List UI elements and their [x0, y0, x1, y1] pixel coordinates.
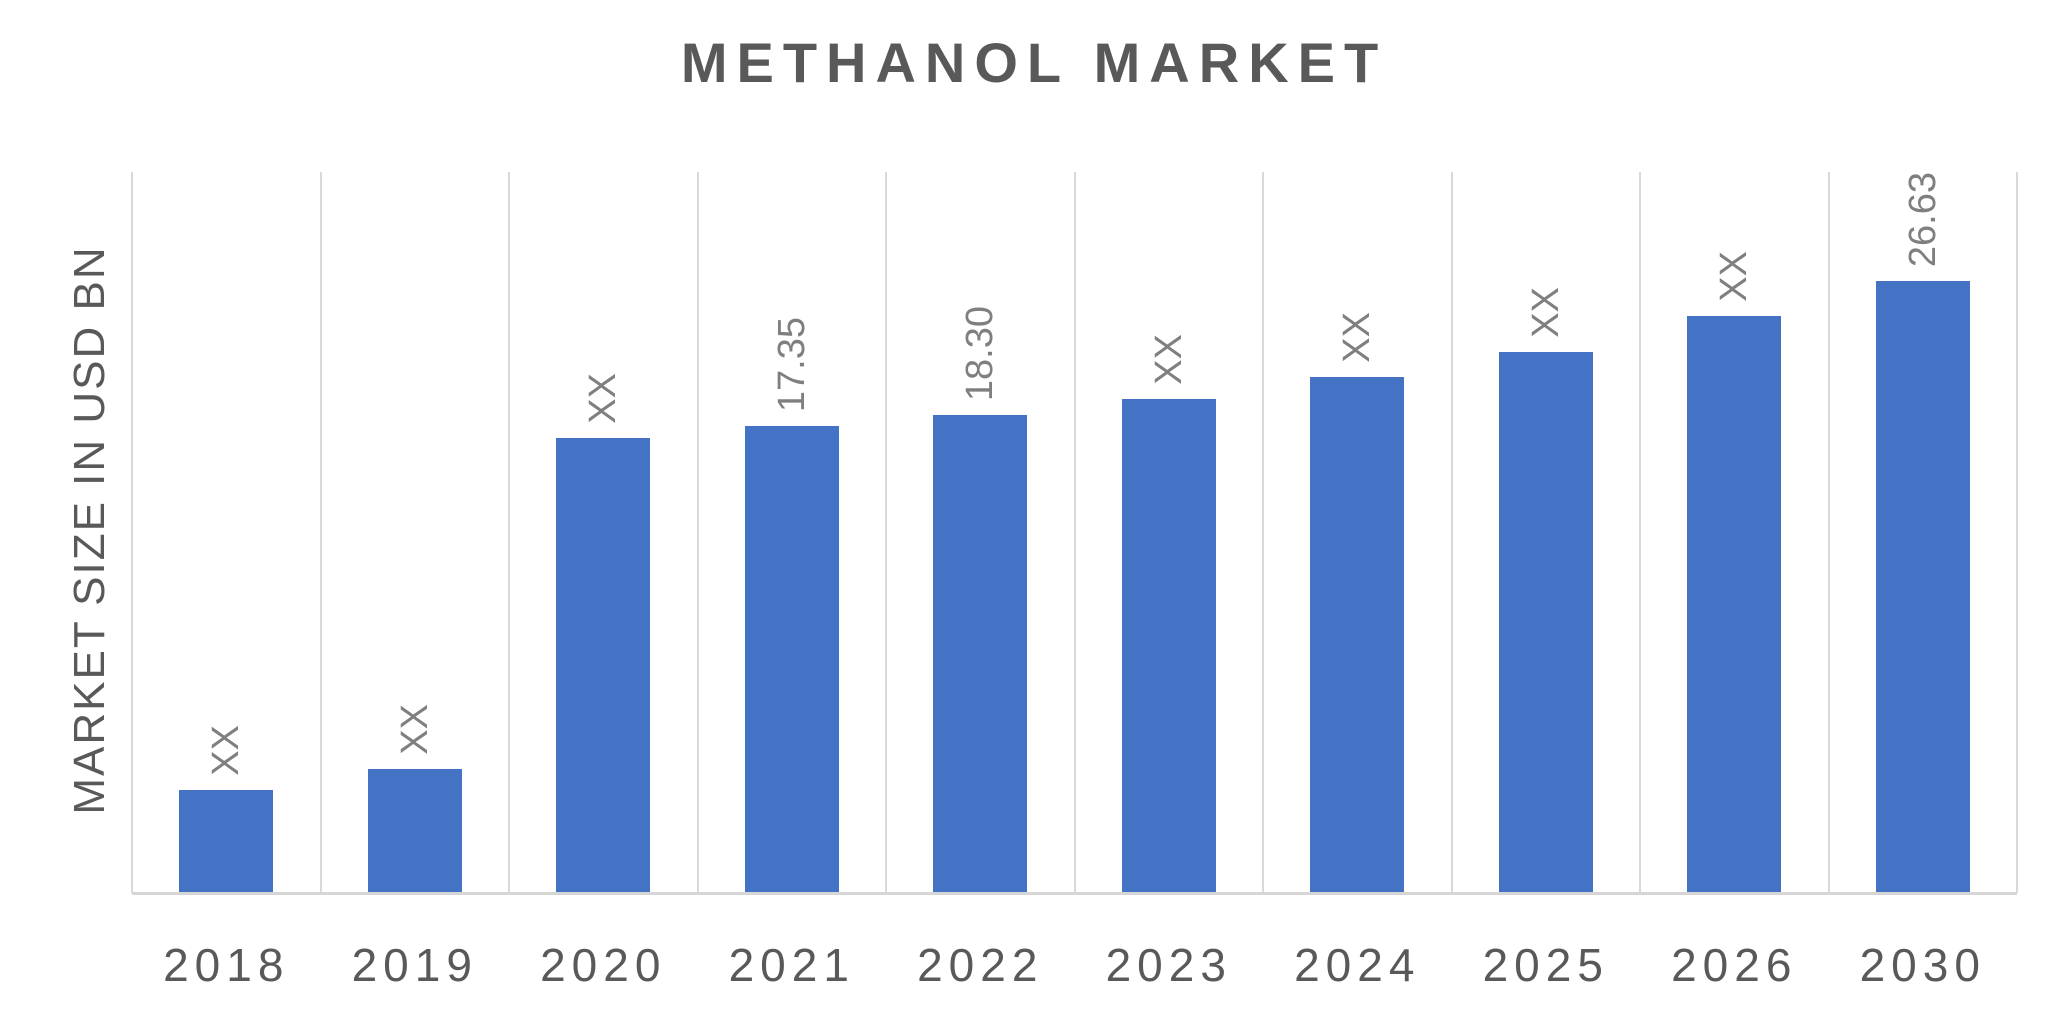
bar-column: XX	[321, 172, 510, 893]
bar-column: XX	[1640, 172, 1829, 893]
x-axis-label: 2025	[1482, 939, 1609, 991]
gridline	[131, 172, 133, 893]
bar	[933, 415, 1028, 893]
gridline	[1639, 172, 1641, 893]
bar-column: 17.35	[698, 172, 887, 893]
bar	[556, 438, 651, 893]
gridline	[2016, 172, 2018, 893]
gridline	[885, 172, 887, 893]
x-axis-label: 2026	[1671, 939, 1798, 991]
bar	[1121, 399, 1216, 893]
bar-value-label: 17.35	[770, 316, 813, 412]
bar	[367, 769, 462, 893]
bar	[1875, 281, 1970, 893]
gridline	[1073, 172, 1076, 893]
x-axis-label: 2024	[1294, 939, 1421, 991]
gridline	[1450, 172, 1453, 893]
bar	[744, 426, 839, 893]
bar-value-label: XX	[1147, 334, 1190, 385]
x-axis-label: 2018	[163, 939, 290, 991]
bar	[179, 790, 274, 893]
bar-value-label: XX	[1524, 287, 1567, 338]
gridline	[508, 172, 510, 893]
bar-column: XX	[1452, 172, 1641, 893]
bar-value-label: 18.30	[959, 305, 1002, 401]
bar-value-label: XX	[1713, 251, 1756, 302]
bars-layer: XX XX XX 17.35 18.30 XX XX XX XX 26.63	[132, 172, 2017, 893]
x-axis-label: 2020	[540, 939, 667, 991]
bar-column: XX	[1263, 172, 1452, 893]
y-axis-title: MARKET SIZE IN USD BN	[65, 245, 114, 815]
bar-column: 18.30	[886, 172, 1075, 893]
bar-column: XX	[1075, 172, 1264, 893]
bar-column: 26.63	[1829, 172, 2018, 893]
x-axis-label: 2030	[1859, 939, 1986, 991]
bar-value-label: XX	[393, 704, 436, 755]
bar-column: XX	[132, 172, 321, 893]
bar-value-label: 26.63	[1901, 172, 1944, 268]
gridline	[696, 172, 699, 893]
bar	[1498, 352, 1593, 893]
x-axis-label: 2019	[351, 939, 478, 991]
bar	[1687, 316, 1782, 893]
x-axis-label: 2022	[917, 939, 1044, 991]
x-axis-line	[132, 892, 2017, 895]
x-axis-label: 2021	[728, 939, 855, 991]
gridline	[1827, 172, 1830, 893]
bar-value-label: XX	[582, 373, 625, 424]
x-axis-label: 2023	[1105, 939, 1232, 991]
bar	[1310, 377, 1405, 893]
x-axis-labels: 2018 2019 2020 2021 2022 2023 2024 2025 2026 2030	[132, 938, 2017, 992]
bar-value-label: XX	[205, 725, 248, 776]
bar-value-label: XX	[1336, 312, 1379, 363]
gridline	[319, 172, 322, 893]
chart-title: METHANOL MARKET	[680, 31, 1388, 94]
bar-column: XX	[509, 172, 698, 893]
gridline	[1262, 172, 1264, 893]
plot-area: XX XX XX 17.35 18.30 XX XX XX XX 26.63	[131, 172, 2018, 895]
